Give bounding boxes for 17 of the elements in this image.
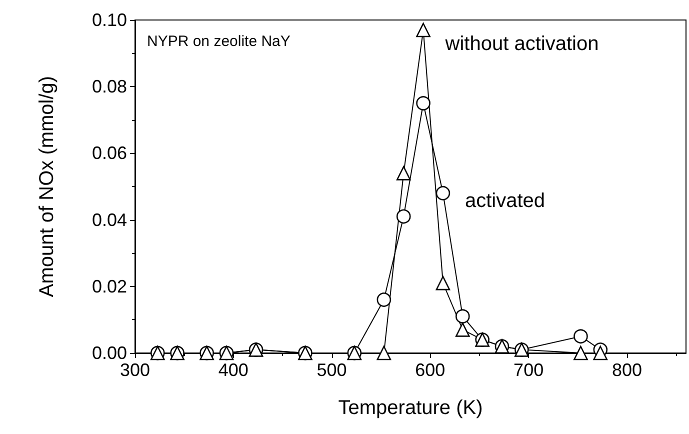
- annotation: NYPR on zeolite NaY: [147, 33, 290, 50]
- y-tick-label: 0.06: [92, 143, 127, 164]
- y-tick-label: 0.00: [92, 343, 127, 363]
- y-tick-label: 0.08: [92, 76, 127, 97]
- x-tick-label: 400: [218, 360, 248, 380]
- y-axis-title: Amount of NOx (mmol/g): [36, 76, 58, 298]
- x-axis-title: Temperature (K): [338, 397, 483, 419]
- x-tick-label: 800: [612, 360, 642, 380]
- series-label: activated: [464, 190, 546, 212]
- series-label: without activation: [444, 32, 599, 55]
- x-tick-label: 500: [316, 360, 347, 380]
- y-tick-label: 0.10: [92, 10, 127, 30]
- y-tick-label: 0.04: [92, 210, 127, 230]
- x-tick-label: 600: [415, 360, 446, 380]
- x-tick-label: 700: [514, 360, 544, 380]
- x-tick-label: 300: [120, 360, 150, 380]
- y-tick-label: 0.02: [92, 276, 127, 296]
